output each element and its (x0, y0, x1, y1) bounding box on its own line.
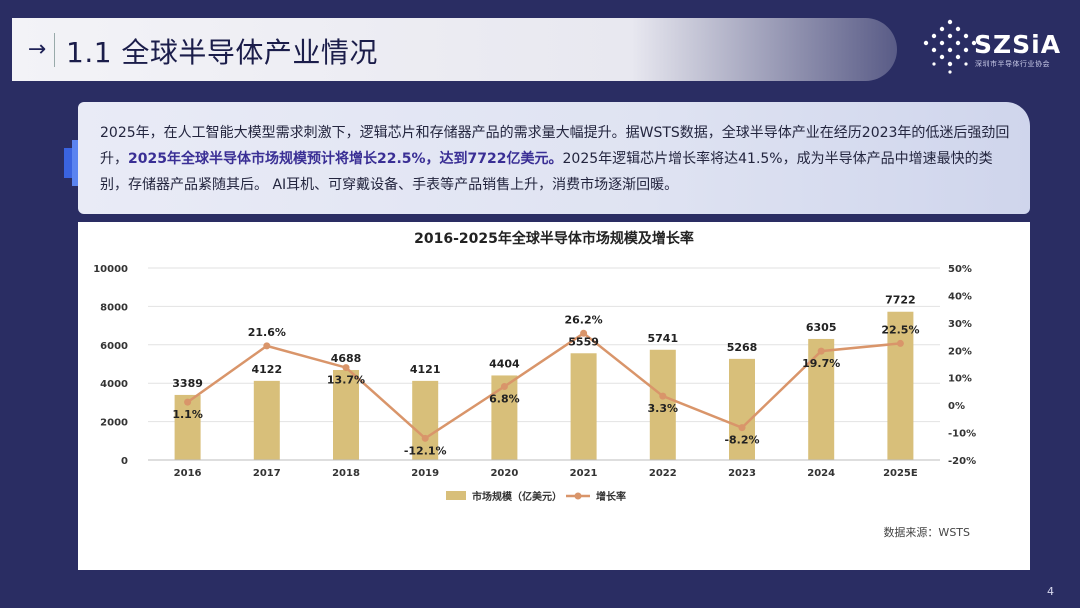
y-right-tick: 30% (948, 319, 972, 330)
y-right-tick: -20% (948, 456, 976, 467)
bar (253, 380, 280, 460)
line-point (896, 339, 904, 347)
x-tick: 2019 (411, 468, 439, 479)
y-right-tick: 20% (948, 346, 972, 357)
bar (887, 311, 914, 460)
intro-part2: 2025年逻辑芯片增长率将达41.5%，成为半导体产品中增速最快的类别，存储器产… (100, 151, 993, 193)
line-label: 13.7% (327, 374, 365, 387)
line-point (580, 329, 588, 337)
line-point (659, 392, 667, 400)
page-title: 1.1 全球半导体产业情况 (66, 36, 378, 69)
arrow-right-icon: → (20, 33, 55, 67)
chart: 2016-2025年全球半导体市场规模及增长率 3389 4122 4688 4121… (93, 230, 976, 539)
x-tick: 2024 (807, 468, 835, 479)
bar (570, 353, 597, 460)
page-number: 4 (1047, 585, 1054, 598)
bar-label: 7722 (885, 294, 916, 307)
line-point (184, 398, 192, 406)
bar-label: 5741 (647, 332, 678, 345)
y-left-tick: 6000 (100, 341, 128, 352)
line-point (738, 424, 746, 432)
bar-label: 4404 (489, 357, 520, 370)
line-label: 6.8% (489, 392, 520, 405)
legend-line-marker (574, 492, 582, 500)
bar-label: 4688 (331, 352, 362, 365)
x-tick: 2021 (570, 468, 598, 479)
intro-highlight: 2025年全球半导体市场规模预计将增长22.5%，达到7722亿美元。 (128, 151, 563, 167)
bar (649, 349, 676, 460)
bar-label: 3389 (172, 377, 203, 390)
chart-panel: 2016-2025年全球半导体市场规模及增长率 3389 4122 4688 4121… (78, 222, 1030, 570)
data-source: 数据来源：WSTS (883, 525, 970, 539)
logo-subtitle: 深圳市半导体行业协会 (975, 60, 1050, 68)
y-left-tick: 0 (121, 456, 128, 467)
intro-accent (64, 148, 72, 178)
line-label: 22.5% (881, 323, 919, 336)
title-bar (12, 18, 897, 81)
line-point (500, 382, 508, 390)
x-tick: 2017 (253, 468, 281, 479)
intro-accent-2 (72, 140, 79, 186)
x-tick: 2025E (883, 468, 918, 479)
line-point (342, 364, 350, 372)
bar-label: 4122 (251, 363, 282, 376)
x-tick: 2018 (332, 468, 360, 479)
y-left-tick: 2000 (100, 418, 128, 429)
line-point (263, 342, 271, 350)
bar-label: 5559 (568, 335, 599, 348)
chart-title: 2016-2025年全球半导体市场规模及增长率 (414, 230, 694, 247)
y-left-tick: 10000 (93, 264, 128, 275)
intro-box (78, 102, 1030, 214)
y-right-tick: 0% (948, 401, 965, 412)
y-right-tick: 10% (948, 374, 972, 385)
line-point (421, 434, 429, 442)
x-tick: 2023 (728, 468, 756, 479)
growth-line (186, 331, 901, 440)
y-right-tick: 40% (948, 291, 972, 302)
bar-label: 4121 (410, 363, 441, 376)
legend-bar-swatch (446, 491, 466, 500)
line-label: 19.7% (802, 357, 840, 370)
intro-text: 2025年，在人工智能大模型需求刺激下，逻辑芯片和存储器产品的需求量大幅提升。据… (100, 120, 1010, 198)
footer (0, 572, 1080, 608)
x-tick: 2016 (174, 468, 202, 479)
intro-part1: 2025年，在人工智能大模型需求刺激下，逻辑芯片和存储器产品的需求量大幅提升。据… (100, 125, 1010, 167)
bar (174, 394, 201, 460)
bar (333, 369, 359, 460)
y-left-tick: 4000 (100, 379, 128, 390)
x-tick: 2020 (490, 468, 518, 479)
line-label: 3.3% (648, 402, 679, 415)
legend-line-label: 增长率 (596, 490, 626, 503)
line-label: -12.1% (404, 444, 447, 457)
y-left-tick: 8000 (100, 302, 128, 313)
line-label: 26.2% (565, 313, 603, 326)
y-right-tick: -10% (948, 429, 976, 440)
bar (729, 358, 755, 460)
line-point (817, 347, 825, 355)
bar-label: 5268 (727, 341, 758, 354)
legend-bar-label: 市场规模（亿美元） (472, 490, 562, 503)
bar (412, 380, 439, 460)
logo-text: SZSiA (974, 30, 1062, 59)
bar-label: 6305 (806, 321, 837, 334)
logo-icon (923, 19, 977, 74)
line-label: 1.1% (172, 408, 203, 421)
y-right-tick: 50% (948, 264, 972, 275)
line-label: 21.6% (248, 326, 286, 339)
line-label: -8.2% (724, 434, 759, 447)
x-tick: 2022 (649, 468, 677, 479)
